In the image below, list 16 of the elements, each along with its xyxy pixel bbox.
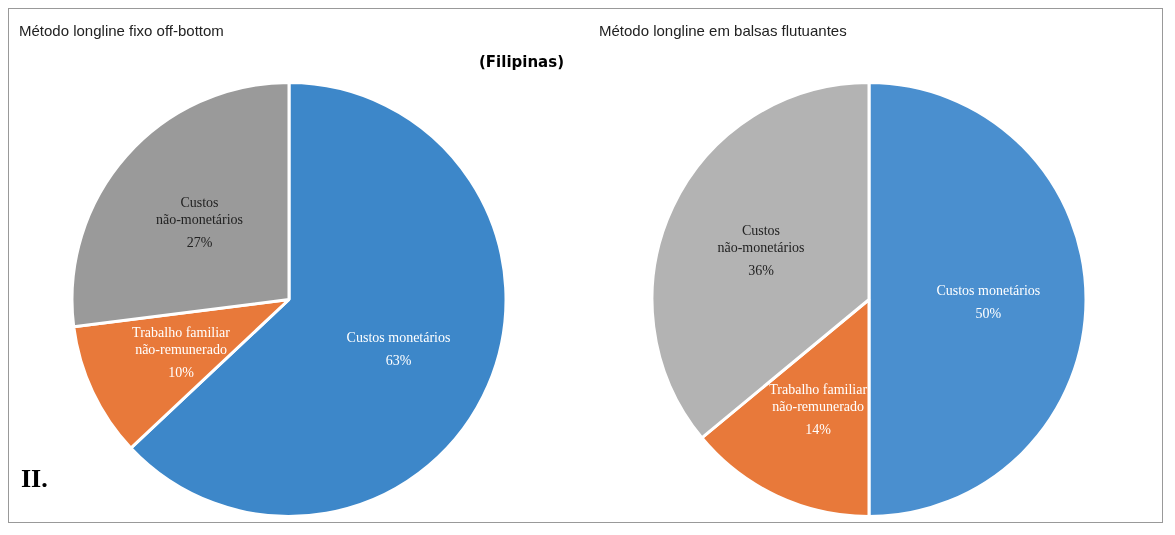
slice-label: Trabalho familiar não-remunerado — [132, 324, 231, 357]
slice-label: Trabalho familiar não-remunerado — [769, 382, 868, 415]
slice-label: Custos não-monetários — [717, 223, 805, 256]
slice-label: Custos não-monetários — [155, 195, 244, 228]
data-label: 27% — [186, 235, 213, 251]
slice-label: Custos monetários — [346, 330, 451, 346]
data-label: 36% — [748, 263, 775, 279]
chart-title: Método longline em balsas flutuantes — [599, 22, 847, 40]
slice-label: Custos monetários — [936, 282, 1041, 298]
text: II. — [21, 464, 48, 494]
data-label: 14% — [805, 422, 832, 438]
chart-subtitle: (Filipinas) — [479, 53, 564, 71]
chart-title: Método longline fixo off-bottom — [19, 22, 224, 40]
data-label: 10% — [168, 364, 195, 380]
data-label: 50% — [975, 305, 1002, 321]
data-label: 63% — [385, 353, 412, 369]
